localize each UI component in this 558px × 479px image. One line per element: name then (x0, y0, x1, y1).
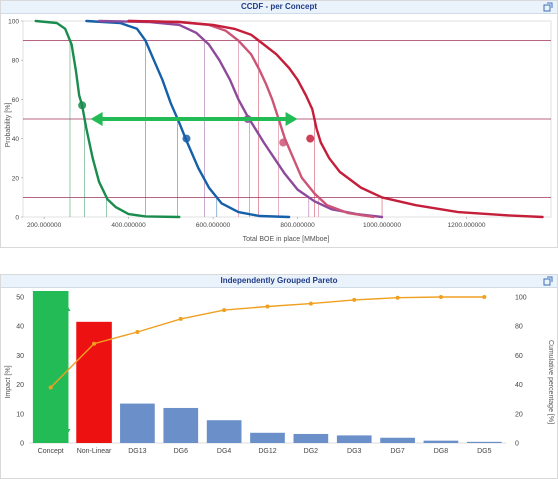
pareto-y2-tick-label: 80 (515, 324, 523, 331)
ccdf-header: CCDF - per Concept (1, 1, 557, 14)
ccdf-panel: CCDF - per Concept Probability [%] Total… (0, 0, 558, 248)
pareto-y2-tick-label: 20 (515, 411, 523, 418)
ccdf-y-tick-label: 20 (12, 175, 20, 182)
pareto-cumulative-point (308, 301, 313, 306)
pareto-x-tick-label: Non-Linear (77, 448, 112, 455)
pareto-cumulative-point (178, 316, 183, 321)
pareto-header: Independently Grouped Pareto (1, 275, 557, 288)
pareto-cumulative-point (482, 295, 487, 299)
pareto-x-tick-label: DG13 (128, 448, 146, 455)
pareto-bar (120, 403, 155, 443)
pareto-x-tick-label: Concept (38, 448, 64, 455)
pareto-bar (380, 437, 415, 443)
pareto-chart: Impact [%] Cumulative percentage [%] 0 10… (5, 291, 554, 455)
pareto-cumulative-point (438, 295, 443, 299)
ccdf-x-axis-label: Total BOE in place [MMboe] (243, 236, 330, 243)
ccdf-series-line (127, 19, 544, 219)
pareto-bar (206, 420, 242, 443)
pareto-cumulative-point (222, 308, 227, 313)
ccdf-series-marker (78, 101, 87, 110)
pareto-y2-tick-label: 0 (515, 441, 519, 448)
pareto-cumulative-point (352, 297, 357, 302)
ccdf-series-marker (279, 138, 288, 147)
ccdf-x-tick-label: 1200.000000 (448, 222, 486, 229)
expand-icon[interactable] (543, 276, 553, 286)
pareto-x-tick-label: DG2 (304, 448, 319, 455)
ccdf-series-line (85, 19, 291, 219)
pareto-impact-arrow-head-bottom (56, 429, 71, 441)
pareto-y-tick-label: 50 (16, 295, 24, 302)
pareto-bar (336, 435, 372, 443)
pareto-y2-tick-label: 60 (515, 353, 523, 360)
ccdf-series-line (34, 19, 181, 219)
pareto-y-tick-label: 0 (20, 441, 24, 448)
ccdf-spread-arrow-head-right (285, 112, 298, 126)
pareto-cumulative-point (265, 304, 270, 309)
ccdf-title: CCDF - per Concept (241, 2, 317, 11)
pareto-y-tick-label: 30 (16, 353, 24, 360)
pareto-panel: Independently Grouped Pareto Impact [%] … (0, 274, 558, 479)
pareto-y2-tick-label: 100 (515, 295, 527, 302)
ccdf-y-tick-label: 40 (12, 136, 20, 143)
pareto-bar (250, 432, 285, 443)
ccdf-y-tick-label: 0 (15, 215, 19, 222)
pareto-bar (163, 407, 199, 443)
pareto-bar (466, 441, 502, 443)
ccdf-y-tick-label: 80 (12, 58, 20, 65)
ccdf-x-tick-label: 800.000000 (280, 222, 315, 229)
pareto-bar (423, 440, 459, 443)
ccdf-series-line (127, 19, 375, 219)
ccdf-x-tick-label: 200.000000 (27, 222, 62, 229)
pareto-y2-axis-label: Cumulative percentage [%] (547, 340, 554, 424)
pareto-x-tick-label: DG5 (477, 448, 492, 455)
pareto-cumulative-point (395, 295, 400, 300)
pareto-x-tick-label: DG3 (347, 448, 362, 455)
pareto-y-axis-label: Impact [%] (5, 365, 12, 398)
pareto-x-tick-label: DG6 (174, 448, 189, 455)
ccdf-series-marker (306, 134, 315, 143)
ccdf-x-tick-label: 400.000000 (111, 222, 146, 229)
ccdf-series-marker (182, 134, 191, 143)
pareto-x-tick-label: DG4 (217, 448, 232, 455)
pareto-y-tick-label: 10 (16, 411, 24, 418)
ccdf-y-tick-label: 60 (12, 97, 20, 104)
ccdf-chart: Probability [%] Total BOE in place [MMbo… (5, 19, 552, 243)
pareto-x-tick-label: DG7 (390, 448, 405, 455)
pareto-title: Independently Grouped Pareto (220, 276, 338, 285)
ccdf-spread-arrow-head-left (90, 112, 103, 126)
pareto-impact-arrow-head-top (56, 299, 71, 311)
pareto-x-tick-label: DG12 (258, 448, 276, 455)
ccdf-y-axis-label: Probability [%] (5, 103, 12, 148)
ccdf-x-tick-label: 600.000000 (196, 222, 231, 229)
pareto-x-tick-label: DG8 (434, 448, 449, 455)
pareto-cumulative-point (48, 385, 53, 390)
pareto-cumulative-line (50, 296, 485, 388)
ccdf-y-tick-label: 100 (8, 19, 19, 26)
ccdf-y-label: Probability [%] (5, 103, 12, 148)
pareto-cumulative-point (135, 330, 140, 335)
expand-icon[interactable] (543, 2, 553, 12)
ccdf-series-line (97, 19, 384, 219)
pareto-y2-tick-label: 40 (515, 382, 523, 389)
pareto-cumulative-point (92, 341, 97, 346)
pareto-y-tick-label: 20 (16, 382, 24, 389)
ccdf-x-tick-label: 1000.000000 (363, 222, 401, 229)
pareto-y-tick-label: 40 (16, 324, 24, 331)
pareto-bar (293, 433, 329, 443)
